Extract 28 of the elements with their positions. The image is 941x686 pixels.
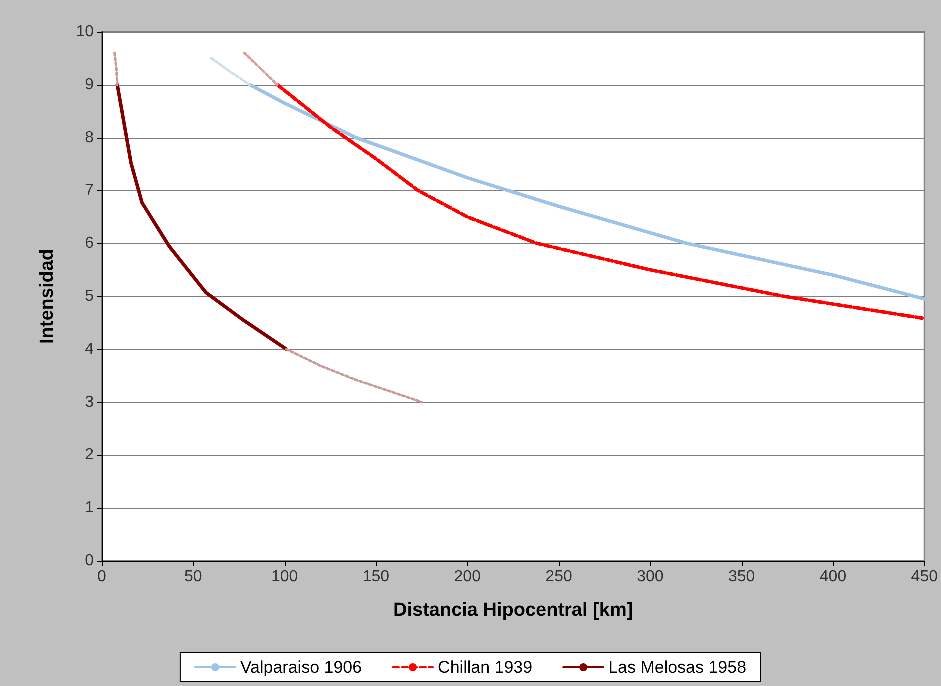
y-tick-label: 6 — [85, 235, 94, 252]
y-tick-label: 10 — [76, 24, 94, 40]
y-tick-label: 1 — [85, 500, 94, 517]
line-series — [285, 348, 424, 404]
y-tick-label: 4 — [85, 340, 94, 358]
y-tick-label: 7 — [85, 182, 94, 200]
y-tick-label: 2 — [85, 446, 94, 464]
legend-label: Valparaiso 1906 — [240, 658, 362, 677]
x-axis-title: Distancia Hipocentral [km] — [393, 600, 634, 621]
x-tick-label: 0 — [98, 568, 107, 586]
legend-label: Chillan 1939 — [438, 658, 533, 677]
y-axis-title: Intensidad — [37, 248, 58, 344]
legend-label: Las Melosas 1958 — [608, 658, 747, 677]
x-tick-label: 400 — [820, 568, 847, 586]
x-tick-label: 350 — [728, 568, 756, 586]
x-tick-label: 50 — [184, 568, 202, 586]
x-tick-label: 300 — [637, 568, 664, 586]
y-tick-label: 9 — [85, 76, 94, 94]
x-tick-label: 450 — [911, 568, 938, 586]
y-tick-label: 3 — [85, 394, 94, 411]
x-tick-label: 250 — [546, 568, 572, 586]
line-series — [116, 83, 288, 352]
y-tick-label: 5 — [85, 288, 94, 305]
x-tick-label: 200 — [454, 568, 482, 586]
y-tick-label: 0 — [85, 552, 94, 570]
y-tick-label: 8 — [85, 129, 94, 146]
x-tick-label: 150 — [362, 568, 390, 586]
x-tick-label: 100 — [271, 568, 298, 586]
